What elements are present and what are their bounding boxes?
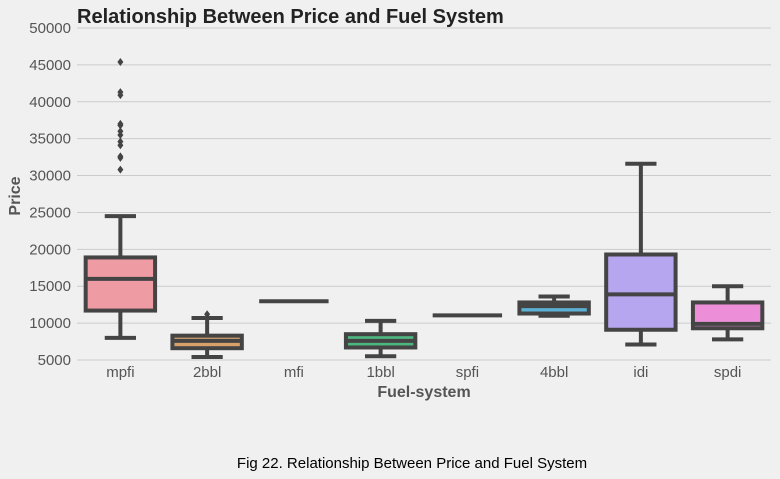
y-tick-labels: 5000 10000 15000 20000 25000 30000 35000 40000 4… [29,20,71,369]
grid-lines [77,27,771,361]
x-tick-label: idi [633,364,648,381]
x-tick-label: spfi [456,364,479,381]
outlier-point [117,88,124,97]
box-iqr [83,255,158,313]
figure-caption: Fig 22. Relationship Between Price and F… [236,455,588,472]
boxes [83,57,765,360]
y-axis-label: Price [7,176,24,215]
x-axis-label: Fuel-system [377,384,470,401]
x-tick-label: spdi [714,364,742,381]
x-tick-label: 4bbl [540,364,568,381]
y-tick-label: 20000 [29,241,71,258]
y-tick-label: 30000 [29,168,71,185]
box-1bbl [343,318,418,359]
y-tick-label: 15000 [29,278,71,295]
y-tick-label: 50000 [29,20,71,37]
y-tick-label: 10000 [29,315,71,332]
x-tick-labels: mpfi 2bbl mfi 1bbl spfi 4bbl idi spdi [106,364,741,381]
outlier-point [204,310,211,319]
chart-title: Relationship Between Price and Fuel Syst… [77,6,504,28]
y-tick-label: 35000 [29,131,71,148]
box-2bbl [170,310,244,360]
box-4bbl [517,294,591,318]
y-tick-label: 5000 [38,352,71,369]
box-mpfi [83,57,158,340]
x-tick-label: mpfi [106,364,134,381]
outlier-point [117,137,124,146]
x-tick-label: 2bbl [193,364,221,381]
y-tick-label: 45000 [29,57,71,74]
outlier-point [117,57,124,66]
x-tick-label: mfi [284,364,304,381]
outlier-point [117,119,124,128]
y-tick-label: 25000 [29,204,71,221]
box-spdi [690,284,765,342]
outlier-point [117,165,124,174]
outlier-point [117,127,124,136]
box-idi [604,161,678,347]
outlier-point [117,152,124,161]
y-tick-label: 40000 [29,94,71,111]
box-iqr [604,252,678,332]
x-tick-label: 1bbl [366,364,394,381]
